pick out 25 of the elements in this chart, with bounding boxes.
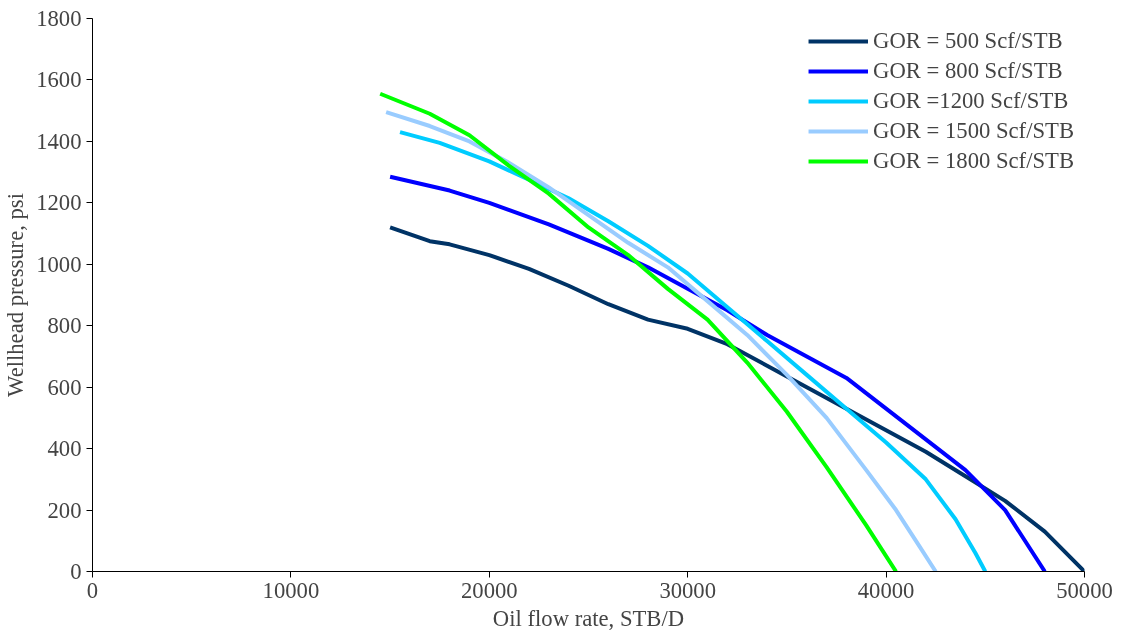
x-tick-label: 30000 [659, 577, 717, 603]
legend-label: GOR = 1500 Scf/STB [873, 118, 1074, 144]
y-tick-label: 400 [47, 436, 82, 462]
y-axis-title: Wellhead pressure, psi [3, 193, 29, 397]
x-tick-label: 0 [86, 577, 99, 603]
y-tick-label: 1000 [36, 251, 82, 277]
x-tick-label: 20000 [460, 577, 518, 603]
legend-label: GOR =1200 Scf/STB [873, 88, 1069, 114]
y-tick-label: 800 [47, 313, 82, 339]
line-series [388, 174, 1047, 572]
legend-label: GOR = 800 Scf/STB [873, 58, 1063, 84]
y-tick-label: 1600 [36, 67, 82, 93]
y-tick-label: 1400 [36, 128, 82, 154]
y-tick-label: 0 [70, 559, 82, 584]
x-axis-title: Oil flow rate, STB/D [492, 605, 685, 631]
y-tick-label: 1800 [36, 6, 82, 31]
x-tick-label: 10000 [262, 577, 320, 603]
y-tick-label: 600 [47, 374, 82, 400]
legend-label: GOR = 500 Scf/STB [873, 28, 1063, 54]
y-tick-label: 200 [47, 497, 82, 523]
y-tick-label: 1200 [36, 190, 82, 216]
x-tick-label: 40000 [857, 577, 915, 603]
line-series [388, 225, 1085, 572]
legend-label: GOR = 1800 Scf/STB [873, 148, 1074, 174]
x-tick-label: 50000 [1056, 577, 1113, 603]
